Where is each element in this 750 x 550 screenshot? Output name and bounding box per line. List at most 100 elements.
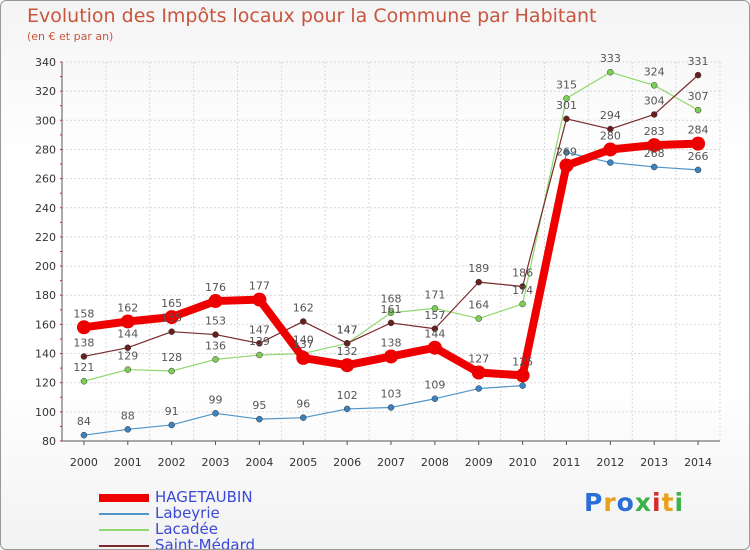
- x-tick-label: 2000: [70, 456, 98, 469]
- data-point-lacad-e: [124, 366, 132, 373]
- data-label-lacad-e: 140: [293, 334, 314, 347]
- data-label-hagetaubin: 280: [600, 129, 621, 142]
- data-point-hagetaubin: [296, 350, 311, 365]
- y-tick-label: 260: [35, 173, 56, 186]
- data-label-saint-m-dard: 147: [249, 323, 270, 336]
- data-point-saint-m-dard: [650, 111, 658, 118]
- data-label-labeyrie: 91: [165, 405, 179, 418]
- y-tick-label: 80: [42, 435, 56, 448]
- data-label-labeyrie: 109: [424, 379, 445, 392]
- x-tick-label: 2014: [684, 456, 712, 469]
- data-label-hagetaubin: 125: [512, 355, 533, 368]
- data-point-labeyrie: [475, 385, 482, 392]
- y-tick-label: 300: [35, 114, 56, 127]
- data-label-lacad-e: 168: [381, 293, 402, 306]
- data-point-labeyrie: [80, 431, 88, 439]
- data-label-hagetaubin: 158: [73, 307, 94, 320]
- data-label-lacad-e: 174: [512, 284, 533, 297]
- x-tick-label: 2002: [158, 456, 186, 469]
- data-point-saint-m-dard: [607, 125, 614, 133]
- legend-label-labeyrie: Labeyrie: [155, 504, 220, 522]
- data-label-hagetaubin: 177: [249, 280, 270, 293]
- data-point-hagetaubin: [120, 314, 135, 329]
- x-tick-label: 2007: [377, 456, 405, 469]
- data-label-saint-m-dard: 331: [688, 55, 709, 68]
- data-label-hagetaubin: 269: [556, 145, 577, 158]
- data-label-saint-m-dard: 155: [161, 312, 182, 325]
- data-point-saint-m-dard: [256, 340, 263, 347]
- data-label-saint-m-dard: 157: [424, 309, 445, 322]
- x-tick-label: 2003: [202, 456, 230, 469]
- logo-letter: r: [603, 488, 617, 517]
- data-point-saint-m-dard: [563, 115, 570, 123]
- data-point-lacad-e: [168, 367, 175, 375]
- x-tick-label: 2011: [552, 456, 580, 469]
- data-label-hagetaubin: 283: [644, 125, 665, 138]
- data-point-saint-m-dard: [475, 278, 482, 286]
- data-label-saint-m-dard: 294: [600, 109, 621, 122]
- legend-label-hagetaubin: HAGETAUBIN: [155, 488, 253, 506]
- y-tick-label: 320: [35, 85, 56, 98]
- legend-label-lacadee: Lacadée: [155, 520, 218, 538]
- legend-swatch-lacadee: [99, 529, 149, 531]
- data-point-lacad-e: [475, 315, 482, 322]
- legend-swatch-hagetaubin: [99, 494, 149, 502]
- data-label-hagetaubin: 137: [293, 338, 314, 351]
- y-tick-label: 180: [35, 289, 56, 302]
- data-point-hagetaubin: [384, 349, 398, 364]
- data-point-hagetaubin: [471, 365, 486, 380]
- data-point-labeyrie: [300, 414, 307, 421]
- data-label-saint-m-dard: 186: [512, 266, 533, 279]
- data-point-saint-m-dard: [519, 283, 526, 290]
- x-tick-label: 2001: [114, 456, 142, 469]
- data-point-lacad-e: [650, 82, 658, 89]
- data-point-hagetaubin: [603, 142, 618, 157]
- data-label-hagetaubin: 127: [468, 352, 489, 365]
- data-label-labeyrie: 268: [644, 147, 665, 160]
- data-point-lacad-e: [563, 95, 570, 102]
- data-label-labeyrie: 103: [381, 387, 402, 400]
- data-point-hagetaubin: [252, 292, 267, 307]
- x-tick-label: 2005: [289, 456, 317, 469]
- chart-title: Evolution des Impôts locaux pour la Comm…: [27, 5, 597, 27]
- data-label-hagetaubin: 162: [117, 301, 138, 314]
- data-point-lacad-e: [256, 351, 263, 359]
- data-point-labeyrie: [256, 415, 263, 423]
- data-point-labeyrie: [519, 382, 526, 389]
- data-label-labeyrie: 99: [209, 393, 223, 406]
- data-label-lacad-e: 333: [600, 52, 621, 65]
- data-point-lacad-e: [212, 356, 219, 363]
- data-point-labeyrie: [212, 410, 219, 417]
- chart-subtitle: (en € et par an): [27, 30, 114, 43]
- data-label-lacad-e: 307: [688, 90, 709, 103]
- data-label-lacad-e: 324: [644, 65, 665, 78]
- legend-swatch-labeyrie: [99, 513, 149, 515]
- logo-letter: t: [661, 488, 675, 517]
- data-label-hagetaubin: 144: [424, 328, 445, 341]
- y-tick-label: 100: [35, 406, 56, 419]
- data-point-lacad-e: [607, 68, 614, 76]
- data-point-labeyrie: [650, 163, 658, 171]
- data-point-hagetaubin: [340, 358, 355, 373]
- data-point-lacad-e: [694, 106, 702, 114]
- data-point-lacad-e: [80, 377, 88, 385]
- data-point-hagetaubin: [208, 294, 223, 309]
- data-point-labeyrie: [124, 426, 132, 433]
- data-label-labeyrie: 88: [121, 409, 135, 422]
- data-point-labeyrie: [387, 404, 395, 411]
- data-label-lacad-e: 128: [161, 351, 182, 364]
- data-label-saint-m-dard: 304: [644, 94, 665, 107]
- data-point-labeyrie: [563, 149, 570, 156]
- y-tick-label: 120: [35, 377, 56, 390]
- x-tick-label: 2006: [333, 456, 361, 469]
- x-tick-label: 2010: [509, 456, 537, 469]
- data-label-labeyrie: 95: [252, 399, 266, 412]
- x-tick-label: 2012: [596, 456, 624, 469]
- data-label-lacad-e: 315: [556, 78, 577, 91]
- data-label-saint-m-dard: 138: [73, 336, 94, 349]
- data-point-labeyrie: [694, 166, 702, 174]
- data-point-lacad-e: [519, 300, 526, 308]
- x-tick-label: 2009: [465, 456, 493, 469]
